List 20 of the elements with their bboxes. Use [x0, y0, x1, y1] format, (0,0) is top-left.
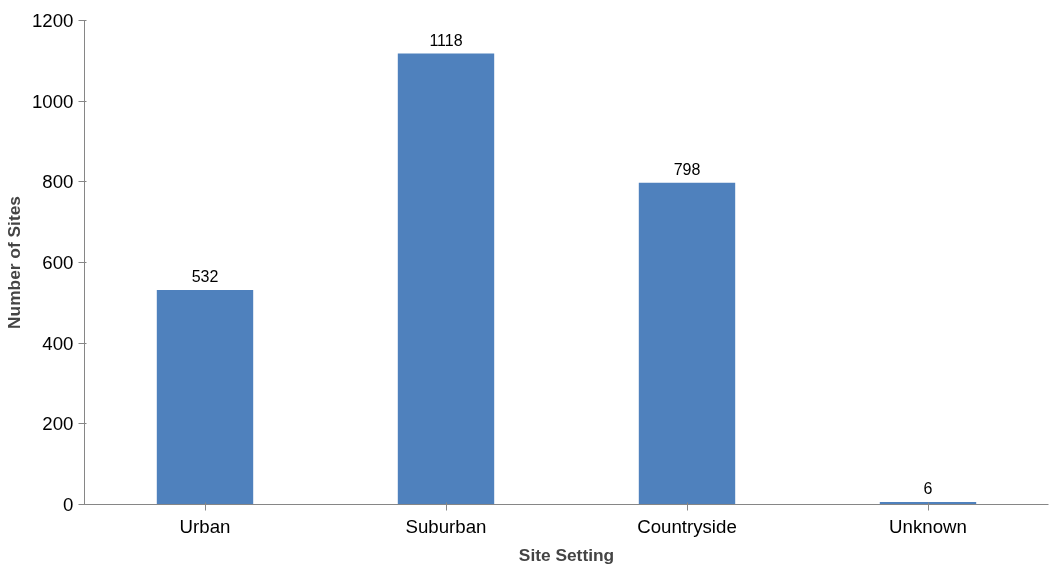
y-axis-title: Number of Sites — [4, 196, 24, 329]
y-tick-label: 1200 — [32, 10, 74, 31]
bar — [638, 182, 736, 505]
y-tick-label: 600 — [42, 252, 74, 273]
x-tick-label: Urban — [179, 515, 231, 537]
data-label: 532 — [191, 267, 219, 285]
data-label: 1118 — [429, 31, 463, 49]
x-tick-label: Suburban — [405, 515, 487, 537]
y-tick-label: 400 — [42, 332, 74, 354]
y-tick-label: 800 — [42, 171, 74, 193]
x-tick-label: Unknown — [889, 515, 967, 537]
x-tick-label: Countryside — [637, 515, 737, 537]
bar — [156, 289, 254, 505]
y-tick-label: 0 — [63, 494, 74, 515]
data-label: 6 — [923, 480, 933, 498]
x-axis-title: Site Setting — [518, 544, 615, 565]
y-tick-label: 1000 — [32, 90, 74, 112]
y-tick-label: 200 — [42, 413, 74, 435]
data-label: 798 — [673, 160, 701, 178]
bar — [397, 53, 495, 505]
